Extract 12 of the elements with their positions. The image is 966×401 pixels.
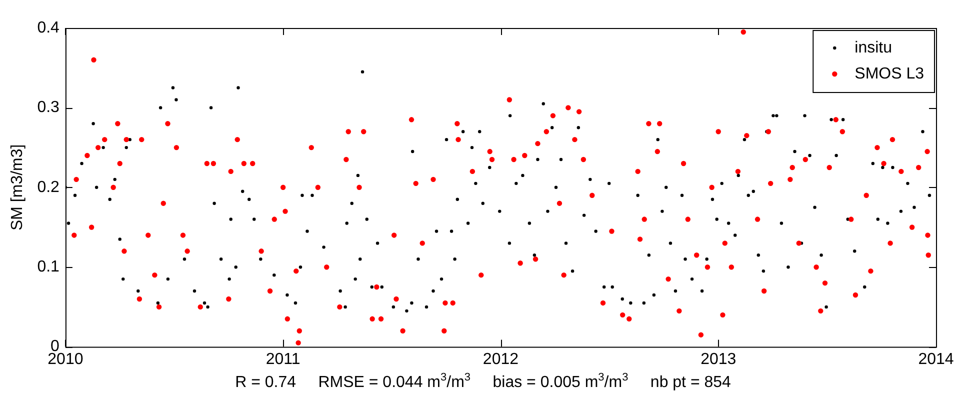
x-tick-label: 2011: [266, 350, 300, 368]
y-axis-title: SM [m3/m3]: [9, 144, 26, 231]
text: R = 0.74 RMSE = 0.044 m$^{3}$/m$^{3}$ bias = 0.005 m$^{3}$/m$^{3}$ nb pt = 854: [235, 372, 731, 392]
y-tick-label: 0.1: [37, 258, 60, 276]
x-tick-label: 2012: [482, 350, 519, 368]
x-tick-label: 2014: [918, 350, 954, 368]
x-tick-label: 2013: [700, 350, 736, 368]
y-tick-label: 0.4: [37, 19, 60, 36]
y-tick-label: 0.2: [37, 178, 60, 196]
legend-label: SMOS L3: [854, 65, 924, 82]
legend-label: insitu: [854, 39, 892, 56]
y-tick-label: 0.3: [37, 99, 60, 116]
